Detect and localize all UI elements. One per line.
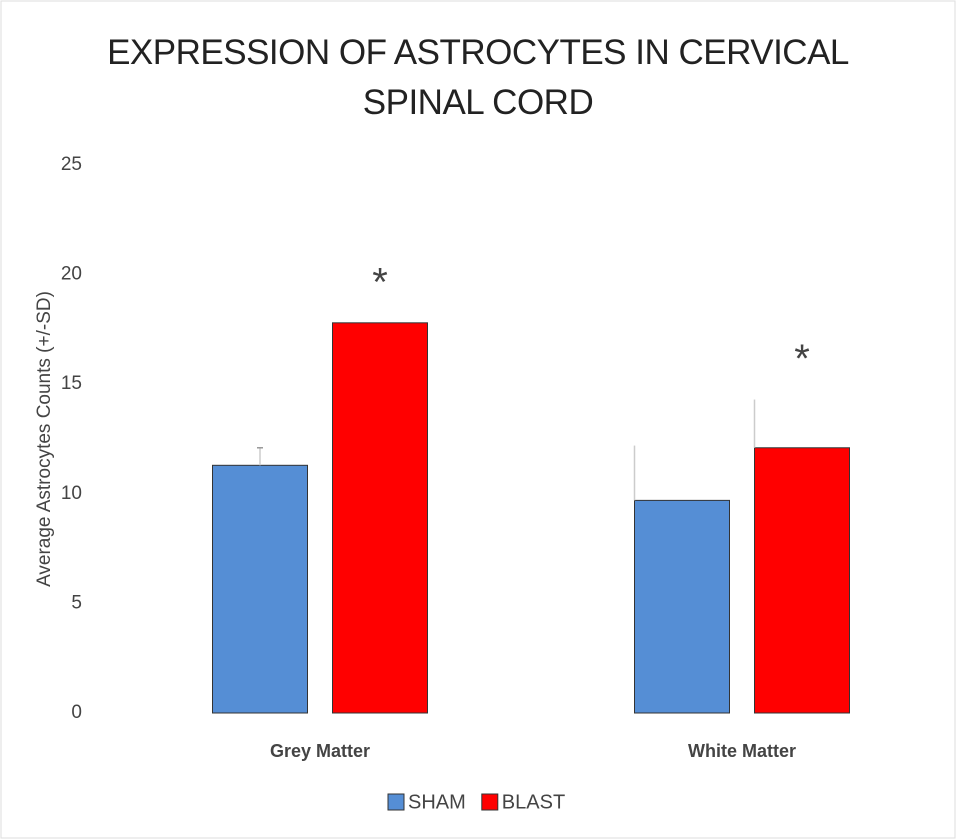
y-tick-label: 10 xyxy=(61,483,82,504)
bar xyxy=(754,447,850,714)
legend-swatch xyxy=(481,793,499,811)
legend-label: SHAM xyxy=(408,791,466,813)
annotation: * xyxy=(794,337,810,381)
y-axis-label: Average Astrocytes Counts (+/-SD) xyxy=(34,291,55,587)
annotation: * xyxy=(372,260,388,304)
bar xyxy=(212,464,308,714)
chart-title: EXPRESSION OF ASTROCYTES IN CERVICAL SPI… xyxy=(107,33,849,122)
y-tick-label: 0 xyxy=(71,702,82,723)
x-tick-label: Grey Matter xyxy=(270,741,370,761)
bar xyxy=(634,499,730,714)
bar xyxy=(332,322,428,714)
y-tick-label: 25 xyxy=(61,154,82,175)
y-tick-label: 5 xyxy=(71,592,82,613)
y-tick-label: 15 xyxy=(61,373,82,394)
legend-swatch xyxy=(387,793,405,811)
y-tick-label: 20 xyxy=(61,264,82,285)
x-tick-label: White Matter xyxy=(688,741,796,761)
legend-label: BLAST xyxy=(502,791,565,813)
